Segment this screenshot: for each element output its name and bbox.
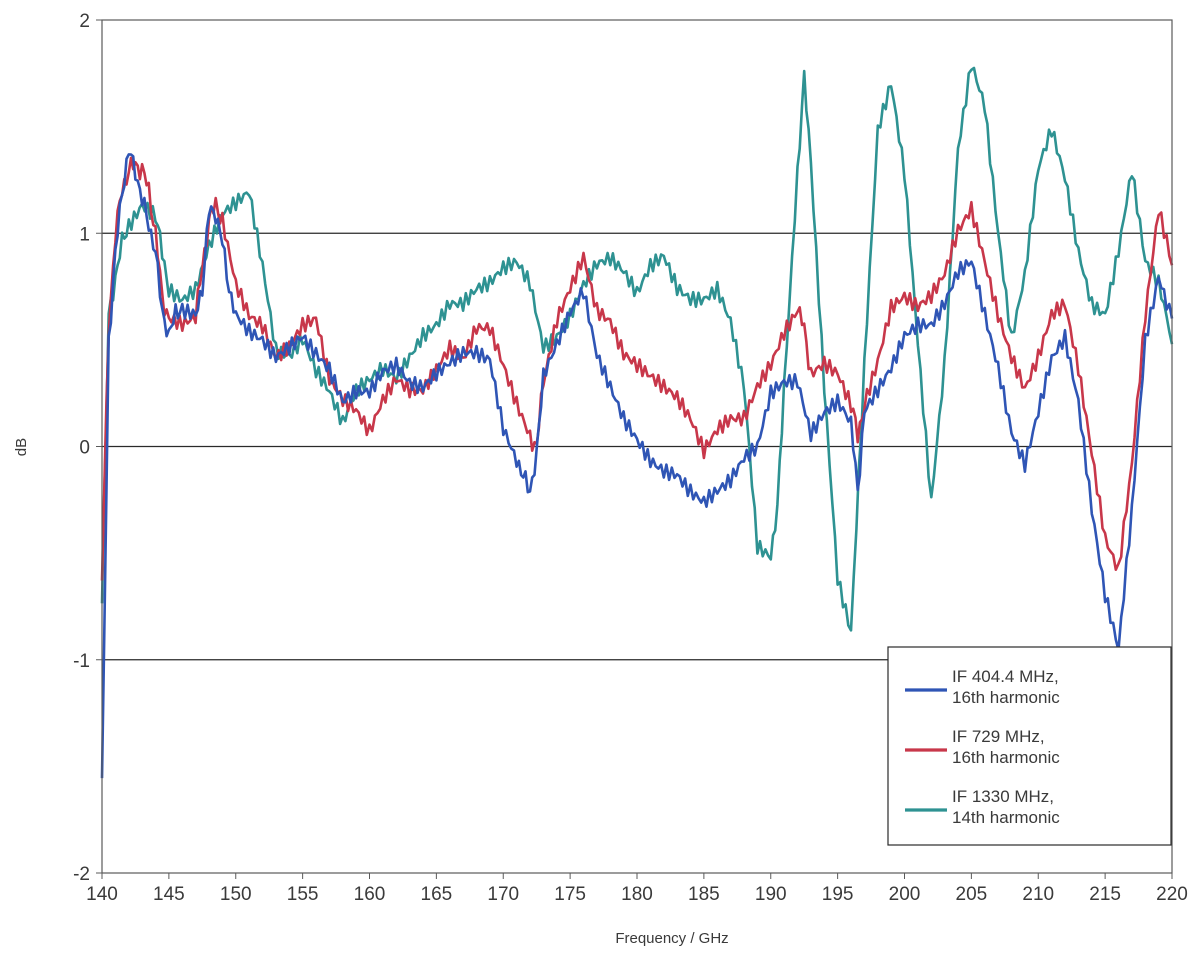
x-axis-title: Frequency / GHz bbox=[615, 930, 728, 947]
series-lines bbox=[100, 66, 1174, 779]
legend-label-0-0: IF 404.4 MHz, bbox=[952, 667, 1059, 686]
x-tick-label-10: 190 bbox=[755, 884, 787, 905]
x-tick-label-8: 180 bbox=[621, 884, 653, 905]
x-tick-label-16: 220 bbox=[1156, 884, 1188, 905]
legend-label-2-1: 14th harmonic bbox=[952, 808, 1060, 827]
x-tick-label-14: 210 bbox=[1022, 884, 1054, 905]
series-line-0 bbox=[100, 153, 1174, 779]
x-tick-label-3: 155 bbox=[287, 884, 319, 905]
series-line-2 bbox=[100, 66, 1174, 632]
legend-label-1-1: 16th harmonic bbox=[952, 748, 1060, 767]
y-tick-label-2: 0 bbox=[79, 438, 90, 459]
legend-box bbox=[887, 646, 1172, 846]
x-tick-label-15: 215 bbox=[1089, 884, 1121, 905]
legend-label-2-0: IF 1330 MHz, bbox=[952, 787, 1054, 806]
legend: IF 404.4 MHz, 16th harmonic IF 729 MHz, 16t… bbox=[887, 646, 1172, 846]
x-tick-label-9: 185 bbox=[688, 884, 720, 905]
y-axis-title: dB bbox=[13, 438, 30, 456]
x-tick-label-0: 140 bbox=[86, 884, 118, 905]
legend-label-0-1: 16th harmonic bbox=[952, 688, 1060, 707]
y-tick-label-4: -2 bbox=[73, 864, 90, 885]
y-tick-label-0: 2 bbox=[79, 11, 90, 32]
x-tick-label-12: 200 bbox=[889, 884, 921, 905]
series-line-1 bbox=[100, 156, 1174, 581]
x-tick-label-6: 170 bbox=[487, 884, 519, 905]
x-tick-label-5: 165 bbox=[421, 884, 453, 905]
y-tick-label-3: -1 bbox=[73, 651, 90, 672]
x-tick-label-7: 175 bbox=[554, 884, 586, 905]
x-tick-label-2: 150 bbox=[220, 884, 252, 905]
legend-label-1-0: IF 729 MHz, bbox=[952, 727, 1045, 746]
x-tick-label-4: 160 bbox=[354, 884, 386, 905]
y-tick-label-1: 1 bbox=[79, 224, 90, 245]
x-tick-label-13: 205 bbox=[956, 884, 988, 905]
x-tick-label-1: 145 bbox=[153, 884, 185, 905]
x-tick-label-11: 195 bbox=[822, 884, 854, 905]
